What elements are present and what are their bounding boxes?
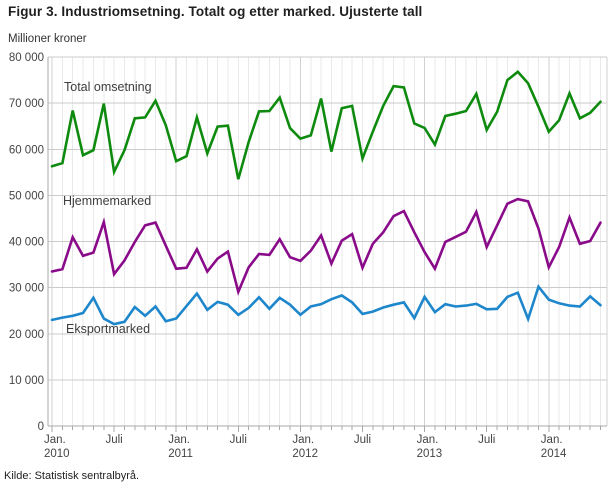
x-axis-tick-label-year: 2012 bbox=[292, 448, 318, 460]
source-credit: Kilde: Statistisk sentralbyrå. bbox=[4, 470, 140, 482]
series-label-total-omsetning: Total omsetning bbox=[64, 80, 152, 94]
x-axis-tick-label-month: Jan. bbox=[541, 434, 563, 446]
x-axis-tick-label-month: Juli bbox=[354, 434, 371, 446]
series-label-hjemmemarked: Hjemmemarked bbox=[63, 194, 152, 208]
series-line-eksportmarked bbox=[50, 283, 602, 326]
x-axis-tick-label-month: Juli bbox=[478, 434, 495, 446]
y-axis-tick-label: 50 000 bbox=[9, 190, 44, 202]
x-axis-tick-label-month: Jan. bbox=[168, 434, 190, 446]
x-axis-tick-label-year: 2011 bbox=[168, 448, 193, 460]
y-axis-tick-label: 20 000 bbox=[9, 329, 44, 341]
y-axis-tick-label: 70 000 bbox=[9, 98, 44, 110]
chart-title: Figur 3. Industriomsetning. Totalt og et… bbox=[8, 4, 423, 19]
y-axis-tick-label: 40 000 bbox=[9, 237, 44, 249]
y-axis-tick-label: 80 000 bbox=[9, 52, 44, 64]
x-axis-tick-label-month: Juli bbox=[105, 434, 122, 446]
x-axis-tick-label-month: Jan. bbox=[417, 434, 439, 446]
series-label-eksportmarked: Eksportmarked bbox=[66, 322, 151, 336]
y-axis-tick-label: 30 000 bbox=[9, 283, 44, 295]
series-line-total-omsetning bbox=[50, 70, 602, 180]
y-axis-unit-label: Millioner kroner bbox=[8, 33, 87, 45]
x-axis-tick-label-month: Jan. bbox=[44, 434, 66, 446]
series-line-hjemmemarked bbox=[50, 197, 602, 296]
y-axis-tick-label: 60 000 bbox=[9, 144, 44, 156]
x-axis-tick-label-year: 2013 bbox=[417, 448, 443, 460]
y-axis-tick-label: 0 bbox=[38, 421, 44, 433]
x-axis-tick-label-year: 2014 bbox=[541, 448, 567, 460]
y-axis-tick-label: 10 000 bbox=[9, 375, 44, 387]
x-axis-tick-label-year: 2010 bbox=[44, 448, 70, 460]
x-axis-tick-label-month: Juli bbox=[230, 434, 247, 446]
x-axis-tick-label-month: Jan. bbox=[292, 434, 314, 446]
